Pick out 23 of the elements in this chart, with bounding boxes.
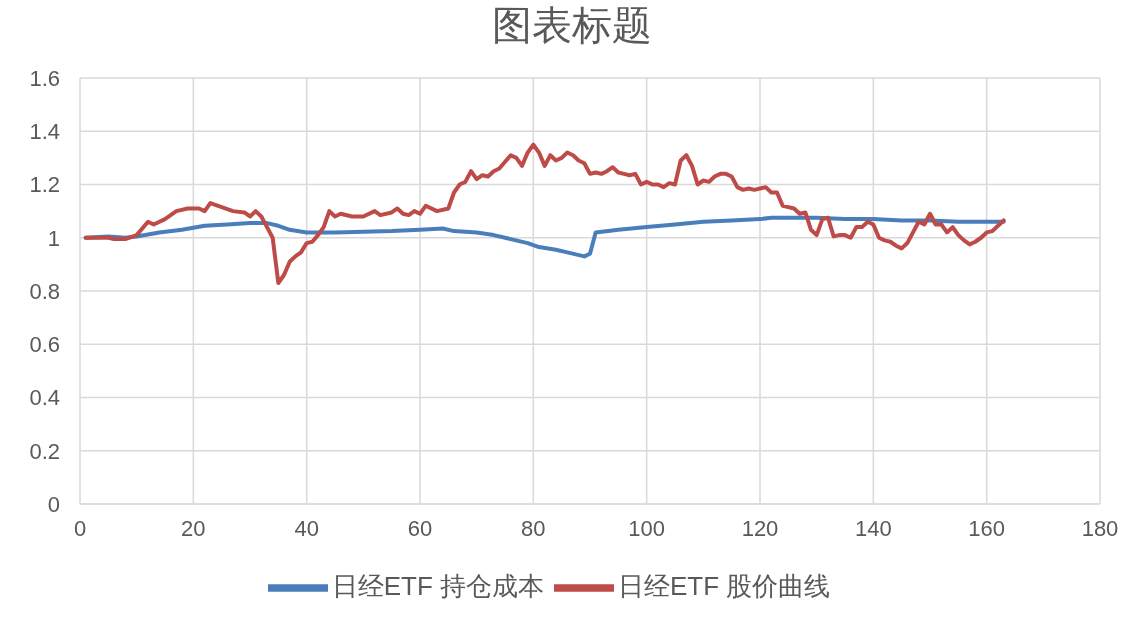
x-tick-label: 120 [741,515,779,541]
y-tick-label: 1 [47,225,60,251]
x-tick-label: 60 [407,515,433,541]
legend-label: 日经ETF 股价曲线 [618,570,831,601]
line-series [83,142,1006,286]
y-tick-label: 1.4 [29,119,60,145]
chart-title: 图表标题 [491,2,653,49]
y-tick-label: 0 [47,491,60,517]
y-tick-label: 0.8 [29,278,60,304]
x-tick-label: 20 [181,515,206,541]
y-tick-label: 1.6 [29,65,60,91]
x-tick-label: 0 [73,515,87,541]
legend-label: 日经ETF 持仓成本 [331,570,544,601]
x-tick-label: 180 [1081,515,1119,541]
y-tick-label: 1.2 [29,172,60,198]
y-tick-label: 0.4 [29,385,60,411]
x-tick-label: 100 [628,515,666,541]
x-tick-label: 160 [968,515,1006,541]
y-tick-label: 0.6 [29,332,60,358]
x-tick-label: 80 [521,515,546,541]
y-tick-label: 0.2 [29,438,60,464]
x-tick-label: 40 [294,515,319,541]
x-tick-label: 140 [854,515,892,541]
